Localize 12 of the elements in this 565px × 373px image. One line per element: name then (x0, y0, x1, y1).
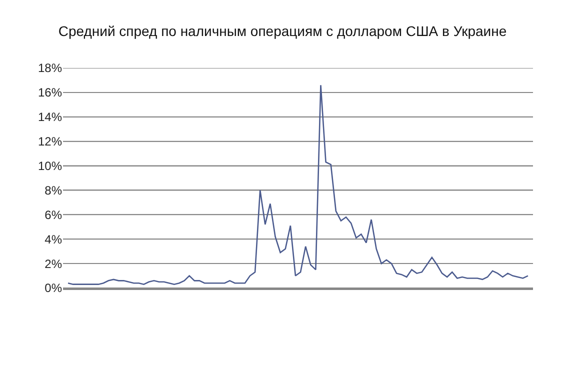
chart-title: Средний спред по наличным операциям с долларом США в Украине (58, 22, 507, 39)
y-tick-label: 14% (38, 110, 62, 124)
y-tick-label: 18% (38, 61, 62, 76)
y-tick-label: 16% (38, 86, 62, 100)
y-tick-label: 6% (44, 208, 62, 222)
y-tick-label: 8% (44, 183, 62, 198)
y-tick-label: 4% (44, 232, 62, 246)
y-tick-label: 0% (44, 281, 62, 296)
y-tick-label: 10% (38, 158, 62, 173)
y-tick-label: 2% (44, 256, 62, 271)
y-tick-label: 12% (38, 134, 62, 149)
line-series (67, 84, 529, 285)
